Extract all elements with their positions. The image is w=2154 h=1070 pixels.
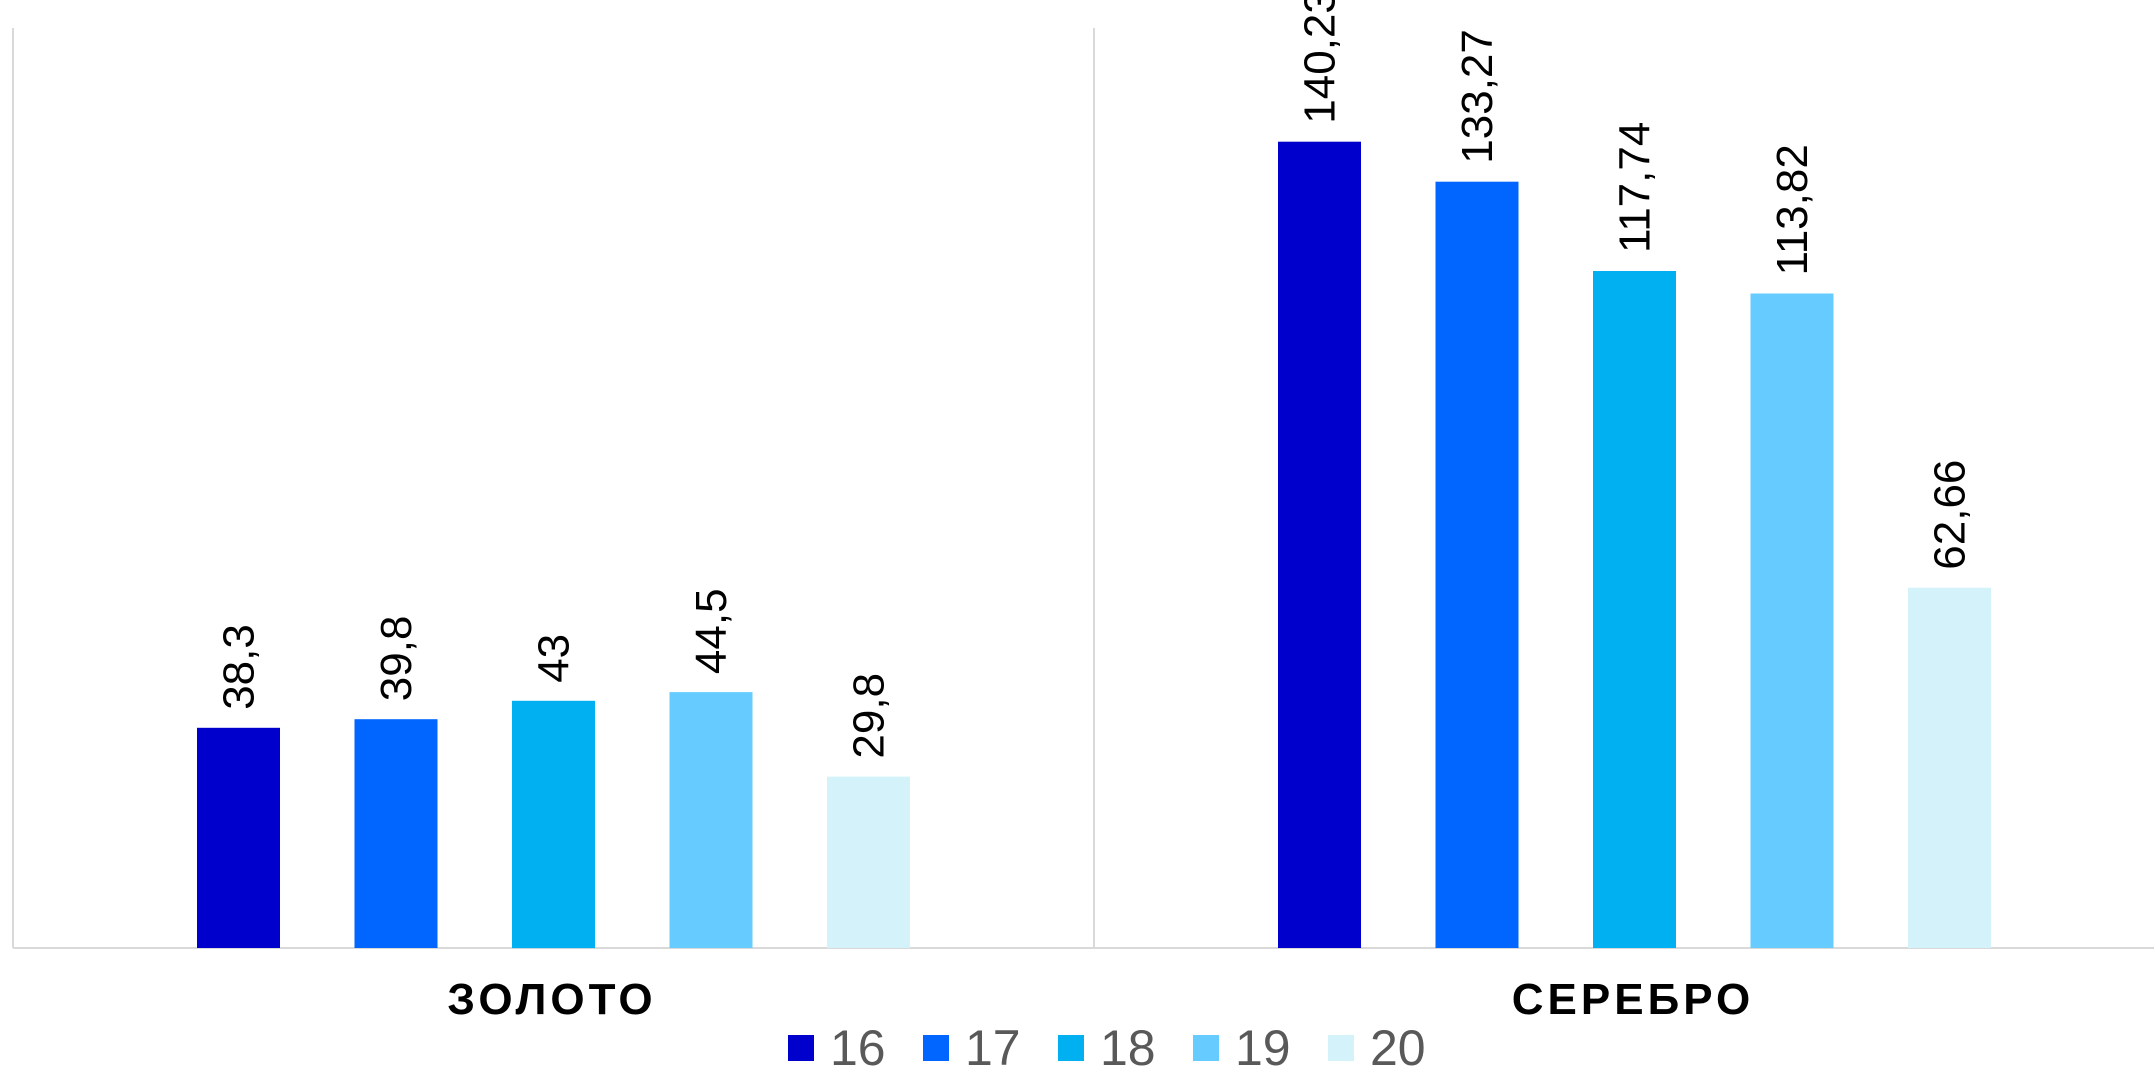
data-label-18-cat1: 117,74	[1611, 122, 1660, 253]
data-label-20-cat1: 62,66	[1926, 460, 1975, 570]
legend-swatch-18	[1058, 1035, 1084, 1061]
category-label-silver: СЕРЕБРО	[1512, 975, 1754, 1024]
bar-20-cat1	[1908, 587, 1991, 948]
bar-18-cat1	[1593, 271, 1676, 948]
data-label-20-cat0: 29,8	[845, 673, 894, 759]
data-label-17-cat0: 39,8	[372, 616, 421, 702]
bar-20-cat0	[827, 776, 910, 948]
bar-19-cat0	[669, 692, 753, 948]
legend-swatch-20	[1328, 1035, 1354, 1061]
category-labels-group: ЗОЛОТО СЕРЕБРО	[447, 975, 1754, 1024]
data-label-19-cat0: 44,5	[687, 588, 736, 674]
legend-label-20: 20	[1370, 1020, 1426, 1070]
data-label-19-cat1: 113,82	[1768, 144, 1817, 275]
category-label-gold: ЗОЛОТО	[447, 975, 656, 1024]
data-label-18-cat0: 43	[530, 634, 579, 683]
legend-label-19: 19	[1235, 1020, 1291, 1070]
legend-label-18: 18	[1100, 1020, 1156, 1070]
data-label-17-cat1: 133,27	[1453, 29, 1502, 164]
bar-18-cat0	[512, 700, 595, 949]
bar-17-cat1	[1435, 181, 1519, 948]
legend-label-17: 17	[965, 1020, 1021, 1070]
legend-swatch-17	[923, 1035, 949, 1061]
legend-label-16: 16	[830, 1020, 886, 1070]
legend-swatch-16	[788, 1035, 814, 1061]
legend: 16 17 18 19 20	[788, 1020, 1426, 1070]
bar-17-cat0	[354, 719, 438, 948]
bar-19-cat1	[1750, 293, 1834, 948]
data-label-16-cat1: 140,23	[1296, 0, 1345, 124]
legend-swatch-19	[1193, 1035, 1219, 1061]
bar-series-group	[197, 141, 1991, 949]
bar-16-cat1	[1278, 141, 1361, 948]
data-labels-group: 38,3 140,23 39,8 133,27 43 117,74 44,5 113,82 29…	[215, 0, 1975, 759]
bar-16-cat0	[197, 727, 280, 948]
data-label-16-cat0: 38,3	[215, 624, 264, 710]
